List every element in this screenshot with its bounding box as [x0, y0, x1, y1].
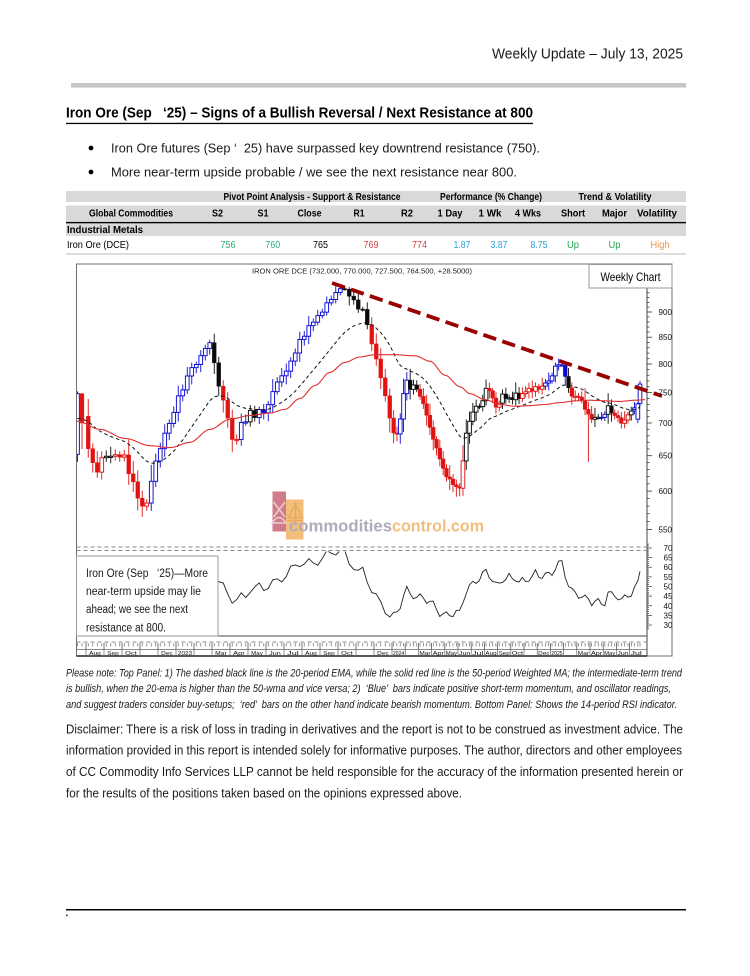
svg-text:774: 774: [412, 240, 427, 251]
svg-text:Jun: Jun: [459, 651, 470, 657]
svg-text:50: 50: [664, 583, 673, 592]
svg-text:May: May: [251, 651, 263, 657]
svg-text:resistance at 800.: resistance at 800.: [86, 623, 166, 635]
svg-text:Short: Short: [561, 208, 586, 219]
svg-text:1.87: 1.87: [454, 240, 471, 251]
svg-text:850: 850: [659, 333, 673, 342]
svg-text:Disclaimer: There is a risk of: Disclaimer: There is a risk of loss in t…: [66, 721, 683, 736]
svg-text:More near-term upside probable: More near-term upside probable / we see …: [111, 164, 517, 179]
svg-text:Apr: Apr: [233, 651, 245, 657]
svg-text:Weekly Update – July 13, 2025: Weekly Update – July 13, 2025: [492, 47, 683, 63]
svg-text:Oct: Oct: [125, 651, 137, 657]
svg-text:Pivot Point Analysis - Support: Pivot Point Analysis - Support & Resista…: [224, 192, 401, 203]
svg-text:for the results of the positio: for the results of the positions taken b…: [66, 786, 462, 801]
svg-text:near-term upside may lie: near-term upside may lie: [86, 586, 201, 598]
svg-text:800: 800: [659, 360, 673, 369]
svg-text:Mar: Mar: [215, 651, 227, 657]
svg-text:commodities: commodities: [289, 518, 392, 536]
svg-text:R1: R1: [354, 208, 365, 219]
svg-text:30: 30: [664, 621, 673, 630]
svg-text:550: 550: [659, 526, 673, 535]
svg-text:900: 900: [659, 308, 673, 317]
svg-text:Iron Ore (DCE): Iron Ore (DCE): [67, 240, 129, 251]
svg-text:is bullish, when the 20-ema is: is bullish, when the 20-ema is higher th…: [66, 683, 671, 695]
svg-text:ahead; we see the next: ahead; we see the next: [86, 604, 189, 616]
svg-text:70: 70: [664, 544, 673, 553]
svg-text:Aug: Aug: [485, 651, 496, 657]
svg-text:765: 765: [313, 240, 328, 251]
svg-text:3.87: 3.87: [491, 240, 508, 251]
svg-text:S2: S2: [212, 208, 223, 219]
svg-text:Aug: Aug: [305, 651, 317, 657]
svg-text:Jun: Jun: [617, 651, 628, 657]
svg-text:769: 769: [364, 240, 379, 251]
svg-text:Volatility: Volatility: [637, 208, 677, 219]
svg-text:Iron Ore (Sep ‘25)—More: Iron Ore (Sep ‘25)—More: [86, 568, 208, 580]
svg-text:Industrial Metals: Industrial Metals: [67, 225, 143, 236]
svg-text:IRON ORE DCE (732.000, 770.000: IRON ORE DCE (732.000, 770.000, 727.500,…: [252, 267, 472, 276]
svg-text:Jun: Jun: [269, 651, 281, 657]
svg-text:Dec: Dec: [538, 651, 549, 657]
svg-text:Global Commodities: Global Commodities: [89, 208, 173, 219]
svg-text:60: 60: [664, 563, 673, 572]
svg-text:information provided in this r: information provided in this report is i…: [66, 743, 682, 758]
svg-text:of CC Commodity Info Services: of CC Commodity Info Services LLP cannot…: [66, 764, 684, 779]
svg-text:8.75: 8.75: [531, 240, 548, 251]
svg-text:Jul: Jul: [472, 651, 483, 657]
svg-text:Please note: Top Panel: 1) The: Please note: Top Panel: 1) The dashed bl…: [66, 668, 683, 680]
svg-text:2023: 2023: [178, 651, 192, 657]
svg-text:600: 600: [659, 487, 673, 496]
svg-text:Mar: Mar: [578, 651, 589, 657]
svg-text:1 Day: 1 Day: [438, 208, 463, 219]
svg-text:65: 65: [664, 554, 673, 563]
svg-text:R2: R2: [401, 208, 413, 219]
svg-text:55: 55: [664, 573, 673, 582]
svg-text:May: May: [446, 651, 457, 657]
svg-text:Major: Major: [602, 208, 627, 219]
svg-text:Apr: Apr: [433, 651, 444, 657]
svg-text:Jul: Jul: [287, 651, 299, 657]
svg-text:Oct: Oct: [341, 651, 353, 657]
svg-text:S1: S1: [258, 208, 269, 219]
svg-text:40: 40: [664, 602, 673, 611]
svg-text:May: May: [604, 651, 615, 657]
svg-text:Up: Up: [567, 240, 579, 251]
svg-text:Mar: Mar: [419, 651, 430, 657]
svg-text:High: High: [651, 240, 670, 251]
svg-text:Close: Close: [298, 208, 322, 219]
svg-text:Weekly Chart: Weekly Chart: [601, 270, 662, 284]
svg-text:Iron Ore (Sep ‘25) – Signs o: Iron Ore (Sep ‘25) – Signs of a Bullish …: [66, 105, 533, 122]
svg-text:Dec: Dec: [161, 651, 173, 657]
svg-text:Oct: Oct: [512, 651, 524, 657]
svg-text:700: 700: [659, 419, 673, 428]
svg-text:Sep: Sep: [499, 651, 510, 657]
svg-text:760: 760: [265, 240, 280, 251]
svg-text:650: 650: [659, 452, 673, 461]
svg-text:2025: 2025: [551, 651, 562, 657]
svg-text:Performance (% Change): Performance (% Change): [440, 192, 542, 203]
svg-text:Aug: Aug: [89, 651, 101, 657]
svg-text:Sep: Sep: [323, 651, 335, 657]
svg-text:4 Wks: 4 Wks: [515, 208, 541, 219]
svg-text:Jul: Jul: [631, 651, 642, 657]
svg-text:and suggest traders consider b: and suggest traders consider buy-setups;…: [66, 699, 677, 711]
svg-text:35: 35: [664, 611, 673, 620]
svg-text:756: 756: [221, 240, 236, 251]
svg-text:750: 750: [659, 389, 673, 398]
svg-text:2024: 2024: [393, 651, 404, 657]
svg-text:Dec: Dec: [377, 651, 389, 657]
svg-text:Sep: Sep: [107, 651, 119, 657]
svg-text:1 Wk: 1 Wk: [479, 208, 502, 219]
svg-text:Trend & Volatility: Trend & Volatility: [579, 192, 652, 203]
svg-text:45: 45: [664, 592, 673, 601]
svg-text:Iron Ore futures (Sep ‘ 25) h: Iron Ore futures (Sep ‘ 25) have surpass…: [111, 140, 540, 155]
svg-text:Apr: Apr: [591, 651, 602, 657]
svg-text:control.com: control.com: [392, 518, 484, 536]
svg-text:Up: Up: [609, 240, 621, 251]
